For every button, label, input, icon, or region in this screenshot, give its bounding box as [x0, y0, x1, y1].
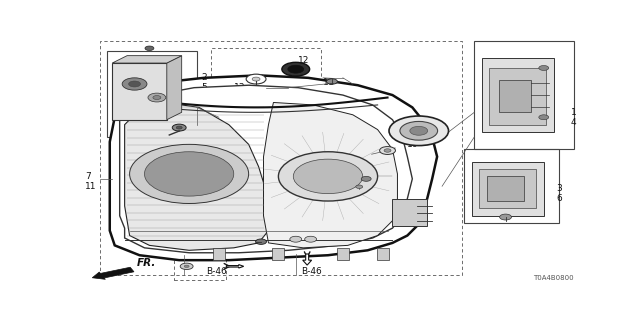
Bar [376, 248, 388, 260]
Bar [337, 248, 349, 260]
Circle shape [539, 66, 548, 70]
Circle shape [252, 77, 260, 81]
Text: 14: 14 [365, 177, 376, 186]
Polygon shape [112, 56, 182, 63]
Text: 8: 8 [273, 237, 279, 246]
Circle shape [145, 152, 234, 196]
Circle shape [380, 147, 396, 155]
Polygon shape [499, 80, 531, 112]
Text: T0A4B0800: T0A4B0800 [533, 275, 573, 281]
Circle shape [410, 126, 428, 135]
Bar [273, 248, 284, 260]
Polygon shape [264, 102, 397, 248]
Bar [213, 248, 225, 260]
Circle shape [282, 62, 310, 76]
Text: 2
5: 2 5 [202, 73, 207, 92]
Circle shape [384, 149, 391, 152]
Polygon shape [479, 169, 536, 208]
Text: FR.: FR. [137, 258, 156, 268]
FancyArrow shape [92, 267, 134, 279]
Polygon shape [489, 68, 547, 124]
FancyArrow shape [303, 254, 312, 265]
Circle shape [305, 236, 317, 242]
Circle shape [176, 126, 182, 129]
Polygon shape [167, 56, 182, 120]
Polygon shape [125, 102, 269, 250]
Circle shape [278, 152, 378, 201]
Polygon shape [112, 63, 167, 120]
Text: 16: 16 [323, 78, 335, 87]
Text: B-46: B-46 [301, 267, 321, 276]
Text: 15: 15 [356, 184, 368, 193]
Text: 10: 10 [408, 140, 419, 149]
Circle shape [153, 96, 161, 100]
Text: 12: 12 [298, 56, 310, 65]
Text: 13: 13 [234, 83, 245, 92]
Text: 9: 9 [370, 152, 376, 161]
Polygon shape [110, 75, 437, 260]
Text: 17: 17 [174, 128, 186, 137]
Circle shape [145, 46, 154, 51]
Circle shape [400, 121, 438, 140]
Circle shape [539, 115, 548, 120]
Circle shape [180, 263, 193, 269]
Circle shape [246, 74, 266, 84]
Circle shape [500, 214, 511, 220]
Circle shape [356, 185, 363, 188]
Polygon shape [472, 162, 544, 216]
Circle shape [122, 78, 147, 90]
Circle shape [326, 79, 337, 84]
Circle shape [255, 239, 266, 244]
Circle shape [130, 144, 248, 204]
Polygon shape [482, 58, 554, 132]
Circle shape [184, 265, 189, 268]
Polygon shape [392, 198, 428, 226]
Circle shape [129, 81, 141, 87]
Text: 1
4: 1 4 [571, 108, 577, 127]
Circle shape [293, 159, 363, 194]
Circle shape [389, 116, 449, 146]
Text: 7
11: 7 11 [85, 172, 97, 191]
Text: 3
6: 3 6 [556, 184, 562, 203]
Circle shape [288, 65, 304, 73]
Circle shape [172, 124, 186, 131]
Circle shape [290, 236, 301, 242]
Circle shape [148, 93, 166, 102]
Polygon shape [120, 85, 412, 253]
Circle shape [361, 176, 371, 181]
FancyArrow shape [227, 265, 244, 268]
Polygon shape [486, 176, 524, 201]
Text: B-46: B-46 [207, 267, 227, 276]
